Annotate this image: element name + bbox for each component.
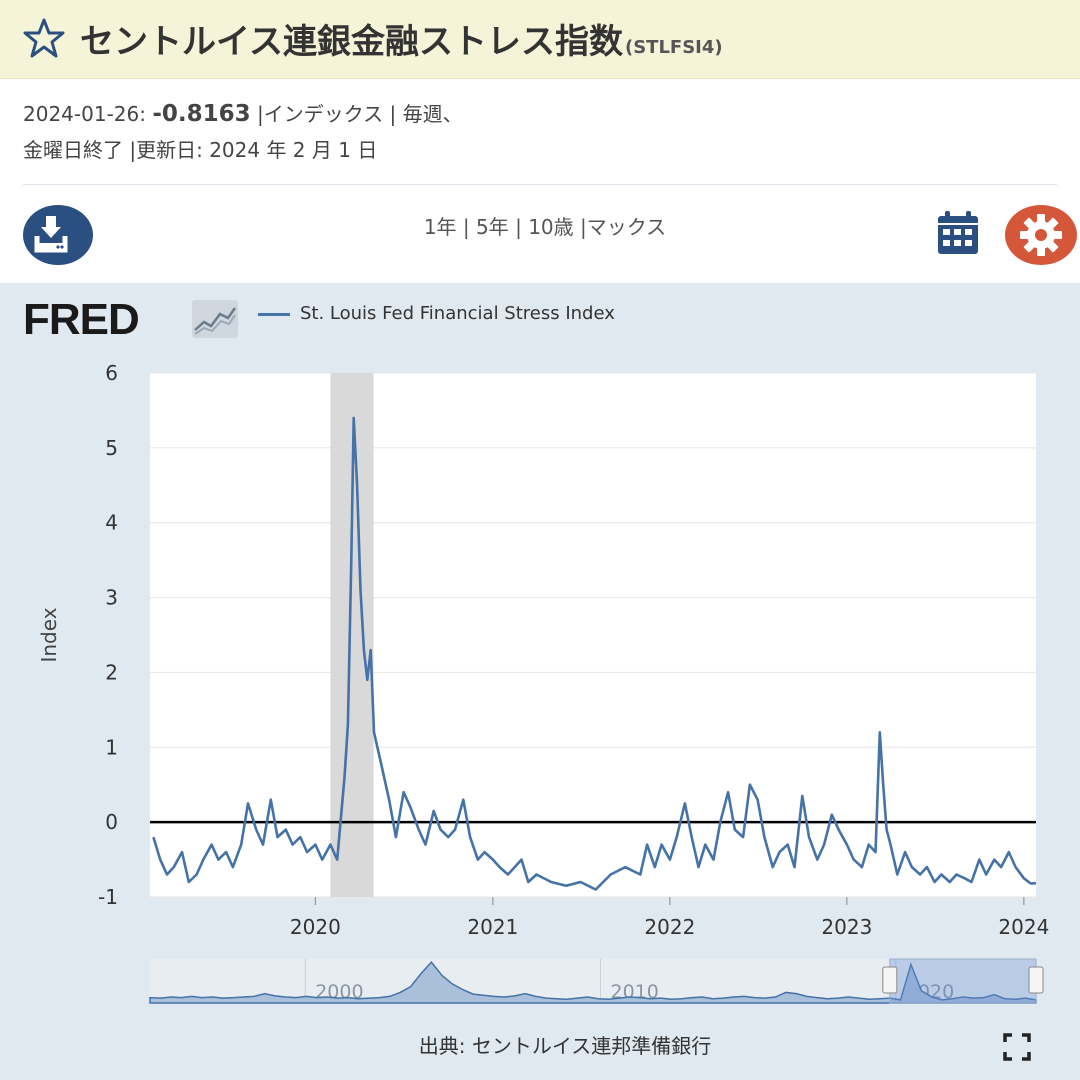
y-tick-label: -1 [98, 885, 118, 909]
fullscreen-icon[interactable] [1003, 1033, 1031, 1061]
navigator-handle-right[interactable] [1028, 966, 1044, 994]
x-tick-label: 2024 [998, 915, 1049, 939]
observation-value: -0.8163 [152, 101, 251, 127]
navigator-selection[interactable] [889, 958, 1037, 1004]
observation-date: 2024-01-26: [23, 102, 146, 126]
source-credit: 出典: セントルイス連邦準備銀行 [418, 1034, 712, 1058]
legend-series-name: St. Louis Fed Financial Stress Index [300, 303, 615, 324]
y-axis-label: Index [37, 607, 61, 662]
x-tick-label: 2023 [821, 915, 872, 939]
navigator-series [149, 960, 1037, 1004]
range-1y[interactable]: 1年 [423, 215, 457, 239]
y-tick-label: 0 [105, 810, 118, 834]
range-max[interactable]: |マックス [580, 215, 667, 239]
meta-line-2: 金曜日終了 |更新日: 2024 年 2 月 1 日 [23, 138, 378, 162]
range-10y[interactable]: | 10歳 [515, 215, 574, 239]
y-tick-label: 5 [105, 436, 118, 460]
meta-line-1: 2024-01-26: -0.8163 |インデックス | 毎週、 [23, 96, 463, 132]
page-title: セントルイス連銀金融ストレス指数 (STLFSI4) [80, 14, 723, 63]
range-links: 1年 | 5年 | 10歳 |マックス [0, 211, 1080, 240]
range-5y[interactable]: | 5年 [462, 215, 509, 239]
y-tick-label: 3 [105, 586, 118, 610]
x-tick-label: 2021 [467, 915, 518, 939]
title-bar: セントルイス連銀金融ストレス指数 (STLFSI4) [0, 0, 1080, 79]
x-tick-label: 2020 [290, 915, 341, 939]
legend: St. Louis Fed Financial Stress Index [258, 303, 615, 324]
y-tick-label: 4 [105, 511, 118, 535]
y-tick-label: 1 [105, 735, 118, 759]
legend-swatch [258, 312, 290, 316]
divider [23, 184, 1057, 185]
plot-area [150, 373, 1036, 897]
series-title: セントルイス連銀金融ストレス指数 [80, 22, 623, 62]
unit-frequency: |インデックス | 毎週、 [250, 102, 463, 126]
series-line-stlfsi[interactable] [152, 416, 1037, 891]
y-axis-ticks: 6 5 4 3 2 1 0 -1 [98, 361, 118, 909]
series-meta: 2024-01-26: -0.8163 |インデックス | 毎週、 金曜日終了 … [23, 96, 463, 168]
download-button[interactable] [23, 205, 93, 265]
settings-button[interactable] [1005, 205, 1077, 265]
x-tick-label: 2022 [644, 915, 695, 939]
main-chart[interactable]: 6 5 4 3 2 1 0 -1 2020 2021 2022 2023 2024 Index 200… [0, 283, 1080, 1023]
calendar-icon[interactable] [934, 210, 982, 256]
navigator-handle-left[interactable] [882, 966, 898, 994]
navigator[interactable]: 200020102020 [149, 958, 1044, 1004]
download-icon [34, 216, 68, 253]
gear-icon [1020, 214, 1062, 256]
x-axis-ticks: 2020 2021 2022 2023 2024 [290, 897, 1049, 939]
fred-logo: FRED [23, 295, 140, 344]
y-tick-label: 6 [105, 361, 118, 385]
fred-chart-icon [192, 300, 238, 338]
series-id: (STLFSI4) [624, 37, 723, 58]
star-icon[interactable] [22, 16, 66, 60]
y-tick-label: 2 [105, 660, 118, 684]
